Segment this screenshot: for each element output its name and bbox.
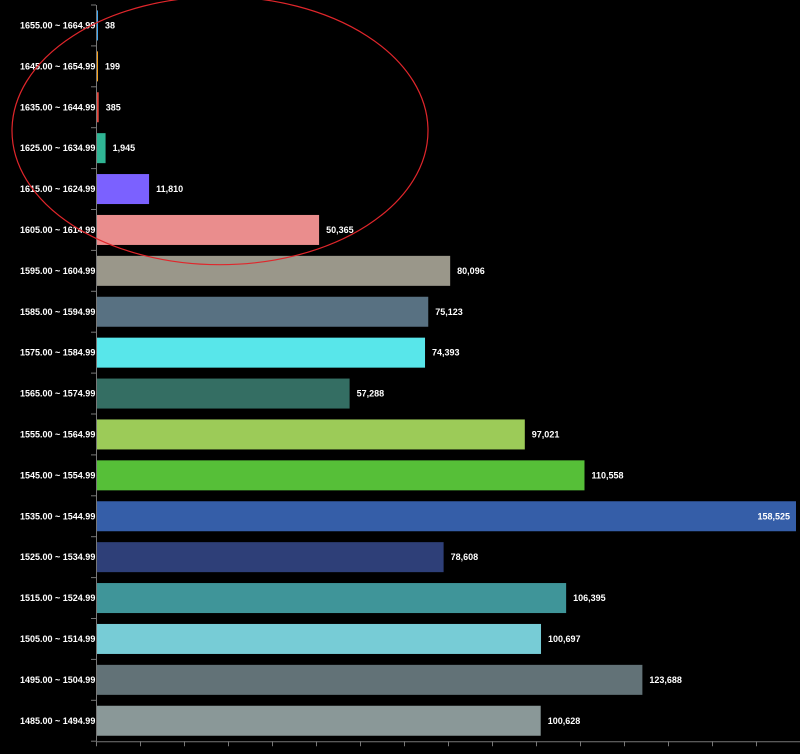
value-label: 74,393 [432, 348, 460, 358]
bar [97, 337, 426, 368]
bar [97, 378, 350, 409]
bar [97, 460, 585, 491]
category-label: 1545.00 ~ 1554.99 [20, 470, 95, 480]
value-label: 80,096 [457, 266, 485, 276]
category-label: 1565.00 ~ 1574.99 [20, 389, 95, 399]
value-label: 123,688 [649, 675, 682, 685]
bar [97, 296, 429, 327]
bar [97, 623, 542, 654]
value-label: 106,395 [573, 593, 606, 603]
value-label: 1,945 [113, 143, 136, 153]
bar [97, 705, 541, 736]
category-label: 1505.00 ~ 1514.99 [20, 634, 95, 644]
bar [97, 542, 444, 573]
value-label: 50,365 [326, 225, 354, 235]
value-label: 78,608 [451, 552, 479, 562]
value-labels: 38 199 385 1,945 11,810 50,365 80,096 75,123 74,… [105, 20, 790, 725]
category-label: 1515.00 ~ 1524.99 [20, 593, 95, 603]
bar [97, 174, 150, 205]
bar [97, 10, 98, 41]
category-label: 1585.00 ~ 1594.99 [20, 307, 95, 317]
value-label: 100,628 [548, 716, 581, 726]
value-label: 100,697 [548, 634, 581, 644]
value-label: 11,810 [156, 184, 183, 194]
category-label: 1635.00 ~ 1644.99 [20, 102, 95, 112]
category-label: 1625.00 ~ 1634.99 [20, 143, 95, 153]
category-label: 1605.00 ~ 1614.99 [20, 225, 95, 235]
category-label: 1555.00 ~ 1564.99 [20, 429, 95, 439]
value-label: 97,021 [532, 429, 560, 439]
value-label: 57,288 [357, 389, 385, 399]
value-label: 158,525 [757, 511, 790, 521]
category-label: 1645.00 ~ 1654.99 [20, 61, 95, 71]
bar [97, 133, 106, 164]
value-label: 38 [105, 20, 115, 30]
value-label: 110,558 [591, 470, 623, 480]
category-labels: 1655.00 ~ 1664.99 1645.00 ~ 1654.99 1635.0… [20, 20, 95, 725]
bars-layer [97, 10, 796, 736]
category-label: 1655.00 ~ 1664.99 [20, 20, 95, 30]
x-axis-ticks [91, 4, 757, 747]
bar [97, 419, 525, 450]
category-label: 1575.00 ~ 1584.99 [20, 348, 95, 358]
category-label: 1615.00 ~ 1624.99 [20, 184, 95, 194]
bar [97, 664, 643, 695]
bar [97, 92, 99, 123]
category-label: 1485.00 ~ 1494.99 [20, 716, 95, 726]
bar [97, 255, 451, 286]
bar [97, 583, 567, 614]
value-label: 75,123 [435, 307, 463, 317]
category-label: 1595.00 ~ 1604.99 [20, 266, 95, 276]
category-label: 1525.00 ~ 1534.99 [20, 552, 95, 562]
bar [97, 501, 796, 532]
bar [97, 51, 98, 82]
category-label: 1495.00 ~ 1504.99 [20, 675, 95, 685]
bar [97, 214, 320, 245]
category-label: 1535.00 ~ 1544.99 [20, 511, 95, 521]
value-label: 385 [106, 102, 121, 112]
value-label: 199 [105, 61, 120, 71]
highlight-ellipse [11, 0, 429, 266]
